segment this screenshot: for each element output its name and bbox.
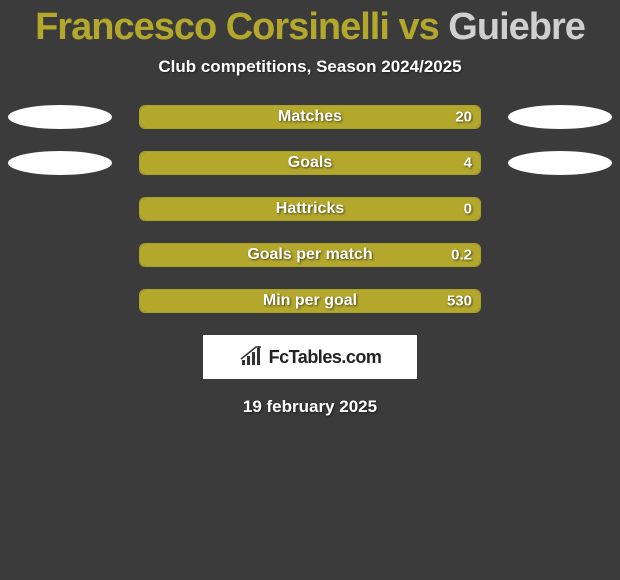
stat-label: Goals per match (247, 246, 372, 264)
stat-row: Goals 4 (0, 151, 620, 175)
stats-container: Matches 20 Goals 4 Hattricks 0 Goals per match… (0, 105, 620, 313)
stat-row: Min per goal 530 (0, 289, 620, 313)
stat-value: 20 (455, 109, 472, 126)
stat-value: 0.2 (451, 247, 472, 264)
stat-row: Matches 20 (0, 105, 620, 129)
player1-oval (8, 105, 112, 129)
stat-value: 530 (447, 293, 472, 310)
stat-row: Goals per match 0.2 (0, 243, 620, 267)
logo-inner: FcTables.com (239, 346, 382, 368)
player2-oval (508, 105, 612, 129)
vs-text: vs (389, 6, 448, 48)
stat-bar: Goals 4 (139, 151, 481, 175)
stat-label: Min per goal (263, 292, 357, 310)
stat-bar: Matches 20 (139, 105, 481, 129)
page-title: Francesco Corsinelli vs Guiebre (0, 0, 620, 51)
stat-value: 4 (464, 155, 472, 172)
stat-value: 0 (464, 201, 472, 218)
stat-label: Matches (278, 108, 342, 126)
chart-icon (239, 346, 265, 368)
player2-oval (508, 151, 612, 175)
stat-label: Goals (288, 154, 332, 172)
player1-name: Francesco Corsinelli (35, 6, 389, 48)
stat-bar: Min per goal 530 (139, 289, 481, 313)
stat-label: Hattricks (276, 200, 344, 218)
logo-text: FcTables.com (269, 347, 382, 368)
stat-bar: Goals per match 0.2 (139, 243, 481, 267)
stat-row: Hattricks 0 (0, 197, 620, 221)
subtitle: Club competitions, Season 2024/2025 (0, 57, 620, 77)
logo-box: FcTables.com (203, 335, 417, 379)
date-text: 19 february 2025 (0, 397, 620, 417)
stat-bar: Hattricks 0 (139, 197, 481, 221)
player1-oval (8, 151, 112, 175)
player2-name: Guiebre (448, 6, 585, 48)
